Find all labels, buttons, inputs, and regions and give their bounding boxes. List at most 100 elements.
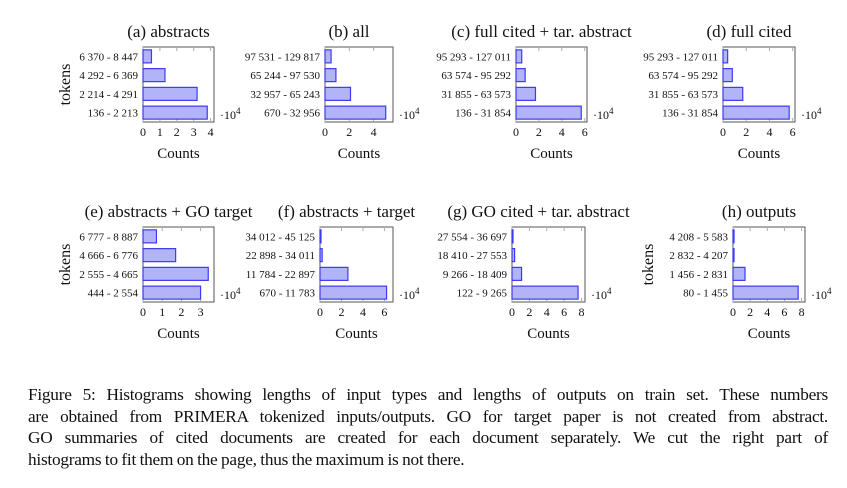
- caption-line: are obtained from PRIMERA tokenized inpu…: [28, 406, 828, 426]
- histogram-bar: [732, 229, 735, 244]
- plot-frame: [319, 226, 394, 303]
- plot-frame: [732, 226, 806, 303]
- histogram-bar: [319, 248, 323, 263]
- x-axis-label: Counts: [748, 326, 791, 342]
- x-tick-label: 4: [766, 125, 772, 139]
- plot-frame: [142, 46, 215, 123]
- x-tick-label: 6: [781, 305, 787, 319]
- x-tick-label: 8: [579, 305, 585, 319]
- x-tick-label: 0: [317, 305, 323, 319]
- histogram-bar: [319, 285, 388, 300]
- axis-multiplier: ·104: [220, 106, 241, 122]
- histogram-bar: [319, 229, 322, 244]
- x-tick-label: 8: [799, 305, 805, 319]
- bin-label: 80 - 1 455: [683, 288, 728, 300]
- histogram-bar: [142, 248, 177, 263]
- x-tick-label: 4: [371, 125, 377, 139]
- bin-label: 122 - 9 265: [457, 288, 508, 300]
- multiplier-base: ·10: [399, 108, 415, 122]
- multiplier-base: ·10: [801, 108, 817, 122]
- y-axis-label: tokens: [57, 64, 74, 106]
- histogram-panel: (d) full cited 0 2 4 6 136 - 31 854 31 855 - 6…: [643, 22, 822, 162]
- histogram-bar: [732, 266, 746, 281]
- x-tick-label: 4: [544, 305, 550, 319]
- axis-multiplier: ·104: [593, 106, 614, 122]
- x-tick-label: 6: [561, 305, 567, 319]
- caption-line: histograms to fit them on the page, thus…: [28, 449, 465, 469]
- histogram-panel: (e) abstracts + GO target 0 1 2 3 444 - 2 554…: [57, 202, 253, 342]
- histogram-bar: [722, 105, 790, 120]
- histogram-bar: [142, 229, 158, 244]
- histogram-bar: [511, 229, 514, 244]
- bin-label: 97 531 - 129 817: [245, 51, 321, 63]
- bin-label: 4 666 - 6 776: [79, 250, 138, 262]
- x-axis-label: Counts: [530, 146, 573, 162]
- histogram-bar: [324, 49, 332, 64]
- x-tick-label: 4: [559, 125, 565, 139]
- bin-label: 32 957 - 65 243: [250, 89, 320, 101]
- x-tick-label: 2: [747, 305, 753, 319]
- histogram-bar: [319, 266, 349, 281]
- bin-label: 34 012 - 45 125: [245, 231, 315, 243]
- caption-line: Figure 5: Histograms showing lengths of …: [28, 385, 828, 404]
- x-tick-label: 2: [174, 125, 180, 139]
- multiplier-exponent: 4: [609, 106, 614, 116]
- bin-label: 136 - 31 854: [455, 108, 511, 120]
- x-tick-label: 0: [322, 125, 328, 139]
- histogram-bar: [142, 68, 166, 83]
- multiplier-exponent: 4: [817, 106, 822, 116]
- plot-frame: [142, 226, 215, 303]
- plot-frame: [515, 46, 588, 123]
- histogram-bar: [722, 68, 733, 83]
- multiplier-exponent: 4: [415, 286, 420, 296]
- histogram-panel: (b) all 0 2 4 670 - 32 956 32 957 - 65 243 65 …: [245, 22, 420, 162]
- histogram-bar: [515, 105, 582, 120]
- x-tick-label: 2: [338, 305, 344, 319]
- multiplier-exponent: 4: [607, 286, 612, 296]
- x-tick-label: 1: [159, 305, 165, 319]
- histogram-bar: [324, 105, 387, 120]
- x-tick-label: 2: [178, 305, 184, 319]
- axis-multiplier: ·104: [801, 106, 822, 122]
- panel-title: (b) all: [328, 22, 369, 41]
- bin-label: 11 784 - 22 897: [246, 269, 316, 281]
- multiplier-exponent: 4: [236, 286, 241, 296]
- x-tick-label: 6: [582, 125, 588, 139]
- histogram-bar: [142, 285, 202, 300]
- x-tick-label: 0: [730, 305, 736, 319]
- histogram-bar: [515, 68, 526, 83]
- histogram-bar: [142, 105, 208, 120]
- bin-label: 136 - 2 213: [88, 108, 139, 120]
- panel-title: (d) full cited: [707, 22, 792, 41]
- axis-multiplier: ·104: [399, 106, 420, 122]
- bin-label: 9 266 - 18 409: [443, 269, 508, 281]
- histogram-bar: [722, 49, 729, 64]
- y-axis-label: tokens: [57, 244, 74, 286]
- x-tick-label: 3: [191, 125, 197, 139]
- plot-frame: [722, 46, 796, 123]
- multiplier-exponent: 4: [827, 286, 832, 296]
- bin-label: 4 292 - 6 369: [79, 70, 138, 82]
- bin-label: 6 370 - 8 447: [79, 51, 138, 63]
- x-tick-label: 2: [536, 125, 542, 139]
- multiplier-exponent: 4: [236, 106, 241, 116]
- panel-title: (h) outputs: [722, 202, 796, 221]
- bin-label: 63 574 - 95 292: [648, 70, 718, 82]
- histogram-bar: [511, 266, 523, 281]
- histogram-bar: [324, 68, 337, 83]
- histogram-bar: [732, 248, 735, 263]
- multiplier-base: ·10: [220, 108, 236, 122]
- bin-label: 63 574 - 95 292: [441, 70, 511, 82]
- x-tick-label: 6: [381, 305, 387, 319]
- bin-label: 2 555 - 4 665: [79, 269, 138, 281]
- multiplier-base: ·10: [591, 288, 607, 302]
- multiplier-exponent: 4: [415, 106, 420, 116]
- bin-label: 95 293 - 127 011: [643, 51, 718, 63]
- bin-label: 670 - 11 783: [259, 288, 315, 300]
- x-tick-label: 3: [198, 305, 204, 319]
- histogram-bar: [511, 248, 516, 263]
- x-tick-label: 4: [764, 305, 770, 319]
- x-axis-label: Counts: [527, 326, 570, 342]
